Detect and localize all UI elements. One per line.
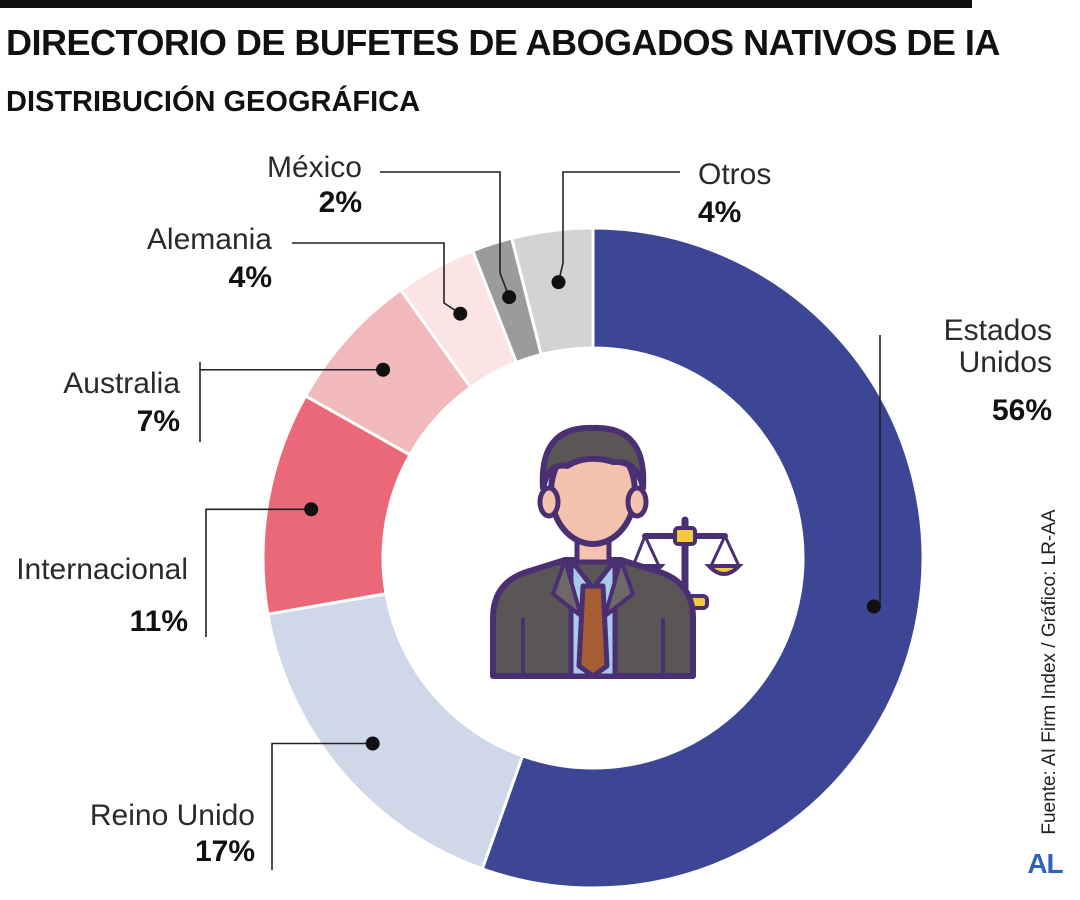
slice-value-mexico: 2% — [319, 186, 362, 219]
source-note: Fuente: AI Firm Index / Gráfico: LR-AA — [1039, 509, 1060, 835]
slice-value-australia: 7% — [137, 405, 180, 438]
leader-line-otros — [557, 171, 680, 283]
slice-label-mexico: México — [267, 151, 362, 184]
chart-title: DIRECTORIO DE BUFETES DE ABOGADOS NATIVO… — [6, 22, 1000, 63]
slice-value-estados-unidos: 56% — [992, 394, 1052, 427]
marker-dot-alemania — [453, 306, 468, 321]
leader-line-alemania — [292, 242, 461, 315]
leader-line-internacional — [205, 508, 312, 637]
leader-line-australia — [199, 362, 384, 442]
marker-dot-reino-unido — [365, 736, 380, 751]
slice-value-internacional: 11% — [130, 605, 188, 638]
marker-dot-estados-unidos — [866, 599, 881, 614]
leader-line-reino-unido — [271, 742, 373, 870]
slice-reino-unido — [266, 592, 525, 871]
slice-value-alemania: 4% — [229, 261, 272, 294]
slice-label-internacional: Internacional — [16, 553, 188, 586]
publisher-logo: AL — [1027, 848, 1063, 879]
slice-value-reino-unido: 17% — [195, 835, 255, 868]
top-rule — [0, 0, 972, 8]
slice-label-australia: Australia — [63, 367, 180, 400]
slice-label-reino-unido: Reino Unido — [90, 799, 255, 832]
leader-line-mexico — [380, 171, 510, 298]
marker-dot-otros — [551, 275, 566, 290]
slice-label-estados-unidos: Estados — [944, 314, 1052, 347]
slice-estados-unidos — [480, 226, 925, 890]
slice-otros — [509, 226, 595, 357]
marker-dot-australia — [376, 362, 391, 377]
slice-label-alemania: Alemania — [147, 223, 272, 256]
marker-dot-mexico — [502, 290, 517, 305]
chart-subtitle: DISTRIBUCIÓN GEOGRÁFICA — [6, 86, 421, 118]
slice-label-estados-unidos: Unidos — [959, 346, 1052, 379]
slice-value-otros: 4% — [698, 196, 741, 229]
marker-dot-internacional — [304, 502, 319, 517]
lawyer-with-scales-icon — [490, 424, 744, 679]
slice-label-otros: Otros — [698, 158, 771, 191]
